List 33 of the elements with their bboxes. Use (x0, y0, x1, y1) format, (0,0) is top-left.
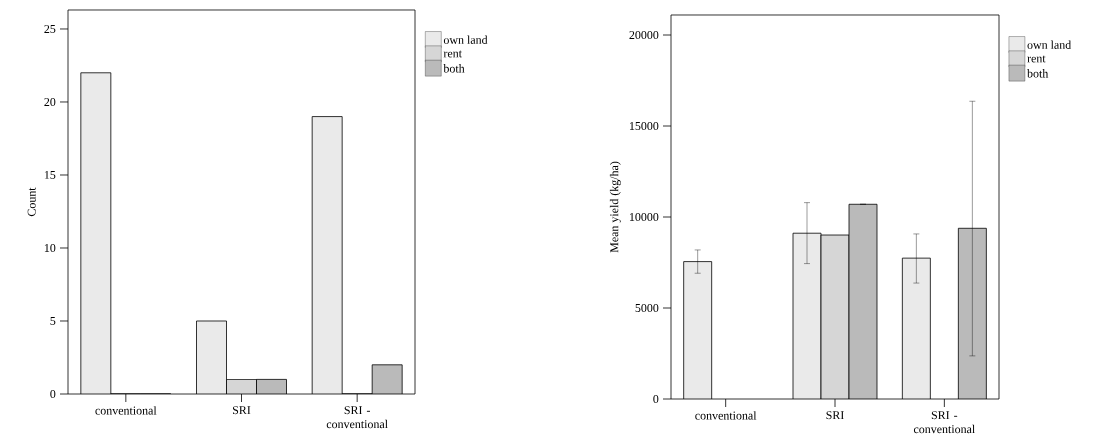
y-tick-label: 20000 (629, 30, 659, 40)
x-tick-label: conventional (695, 411, 757, 420)
legend-label: own land (443, 35, 488, 44)
bar (80, 72, 111, 394)
bar (371, 364, 403, 394)
y-axis-title: Mean yield (kg/ha) (609, 161, 621, 253)
bar (901, 257, 931, 399)
bar (848, 203, 878, 399)
legend-label: both (443, 64, 465, 73)
bar (196, 321, 227, 394)
y-tick-label: 5000 (635, 303, 659, 313)
bar (311, 116, 343, 394)
y-tick-label: 0 (653, 394, 659, 404)
x-tick-label: SRI (826, 411, 844, 420)
y-tick-label: 0 (50, 389, 56, 399)
y-tick-label: 10 (44, 243, 56, 253)
y-tick-label: 5 (50, 317, 56, 325)
y-tick-label: 25 (44, 24, 56, 33)
bar (792, 232, 822, 399)
y-tick-label: 10000 (629, 212, 659, 222)
x-tick-label: conventional (95, 406, 157, 415)
legend-label: own land (1027, 40, 1072, 49)
y-tick-label: 15 (44, 170, 56, 179)
x-tick-label: SRI (232, 406, 251, 415)
y-axis-title: Count (27, 187, 36, 217)
y-tick-label: 15000 (629, 121, 659, 131)
y-tick-label: 20 (44, 97, 56, 107)
legend-label: both (1027, 69, 1049, 78)
bar (683, 261, 713, 399)
legend-label: rent (1027, 55, 1046, 63)
x-tick-label: SRI - conventional (326, 406, 388, 429)
x-tick-label: SRI - conventional (913, 411, 975, 434)
legend-label: rent (443, 50, 462, 58)
